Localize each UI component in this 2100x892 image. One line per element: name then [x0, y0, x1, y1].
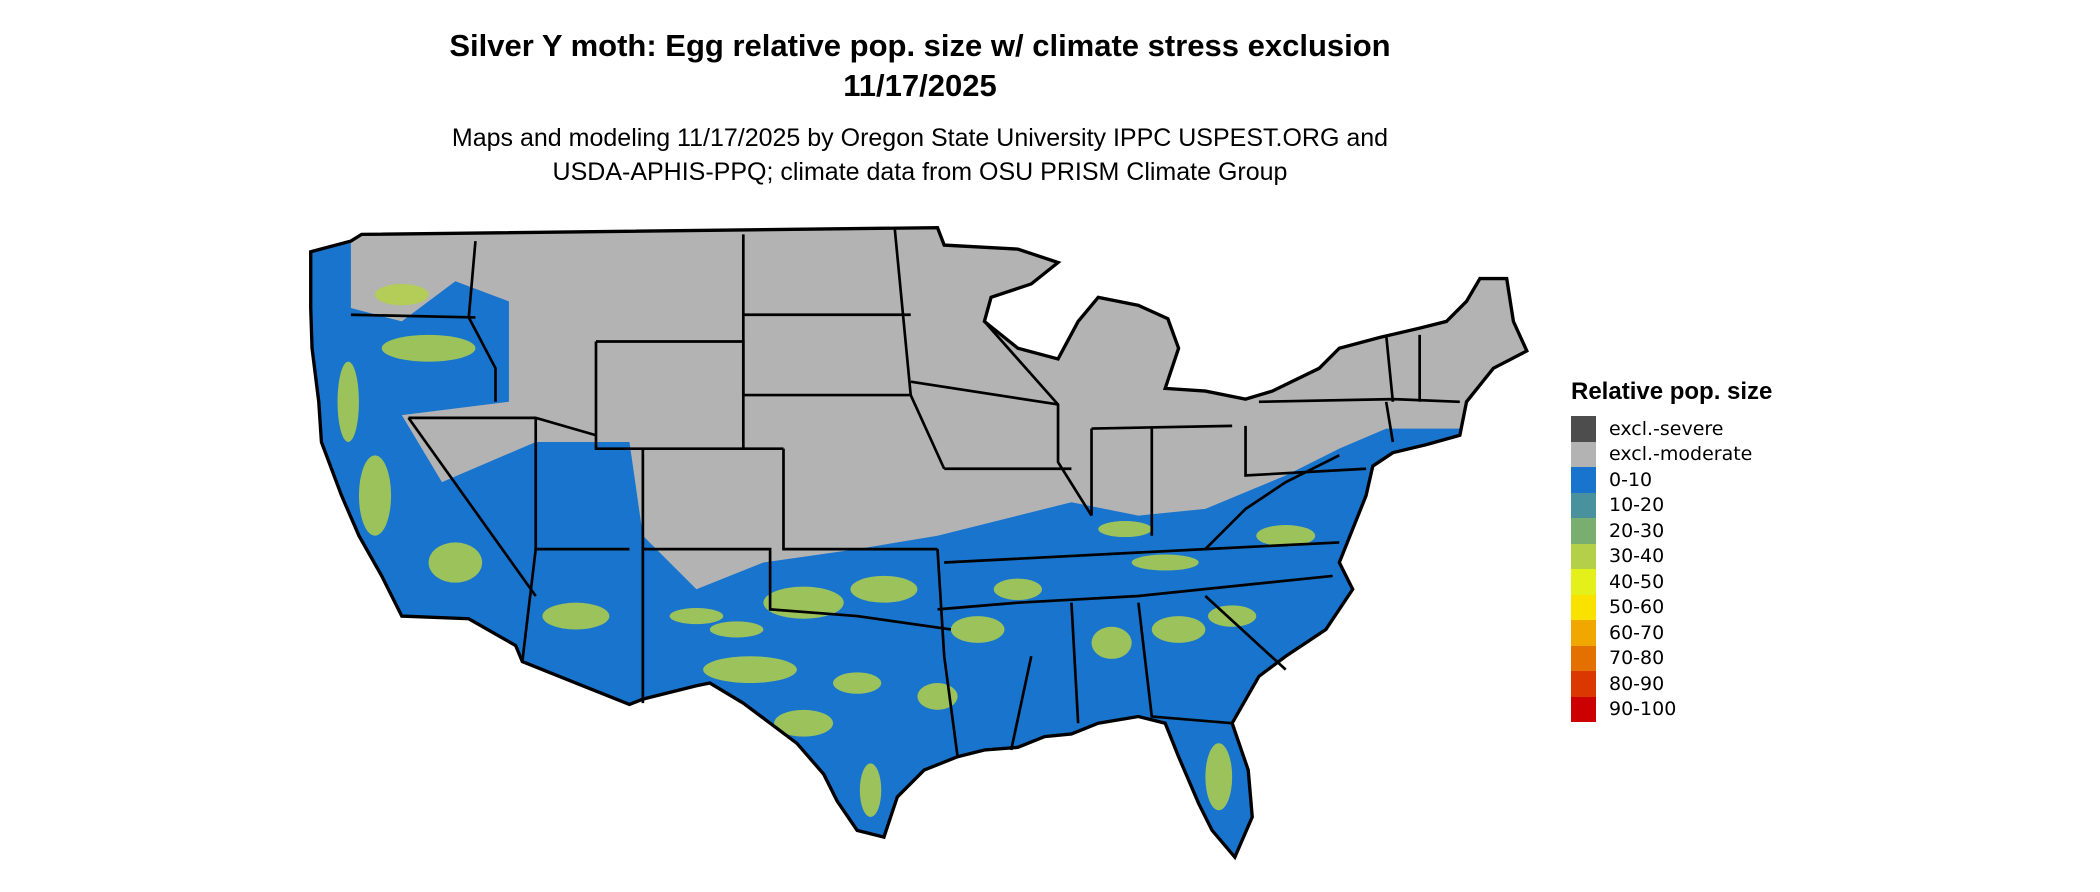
green-patch [337, 361, 359, 442]
legend-swatch [1571, 671, 1596, 697]
state-border-line [983, 320, 1093, 517]
state-border-line [642, 547, 952, 631]
legend-swatch [1571, 467, 1596, 493]
state-border-line [350, 313, 476, 319]
legend-swatch [1571, 645, 1596, 671]
state-border-line [1244, 425, 1367, 477]
green-patch [1205, 743, 1233, 811]
state-border-line [1384, 401, 1395, 443]
legend-label: 0-10 [1609, 468, 1653, 491]
state-border-line [467, 240, 497, 402]
state-border-line [910, 380, 1059, 406]
green-patch [669, 608, 724, 625]
legend-item: 70-80 [1571, 645, 1772, 671]
legend-item: 80-90 [1571, 671, 1772, 697]
legend-swatch [1571, 696, 1596, 722]
state-borders [350, 227, 1460, 757]
legend-label: 80-90 [1609, 672, 1665, 695]
legend-swatch [1571, 620, 1596, 646]
map-subtitle-line2: USDA-APHIS-PPQ; climate data from OSU PR… [552, 158, 1288, 186]
state-border-line [1009, 655, 1033, 751]
moderate-population-patches [337, 283, 1316, 817]
legend-item: 60-70 [1571, 620, 1772, 646]
legend-item: excl.-severe [1571, 416, 1772, 442]
legend-swatch [1571, 569, 1596, 595]
green-patch [833, 672, 882, 694]
green-patch [358, 455, 392, 536]
state-border-line [936, 549, 959, 757]
green-patch [542, 602, 610, 630]
legend-label: 20-30 [1609, 519, 1665, 542]
map-title: Silver Y moth: Egg relative pop. size w/… [449, 28, 1391, 63]
legend-item: excl.-moderate [1571, 441, 1772, 467]
legend-swatch [1571, 518, 1596, 544]
legend-label: 90-100 [1609, 698, 1677, 721]
state-border-line [1070, 602, 1080, 724]
legend-title: Relative pop. size [1571, 378, 1773, 405]
state-border-line [1204, 454, 1340, 551]
legend-item: 40-50 [1571, 569, 1772, 595]
state-border-line [741, 234, 911, 397]
state-border-line [407, 417, 537, 597]
legend-item: 90-100 [1571, 696, 1772, 722]
state-border-line [1258, 397, 1460, 404]
state-border-line [893, 227, 946, 470]
green-patch [428, 542, 483, 583]
state-border-line [782, 448, 938, 551]
green-patch [381, 334, 476, 362]
state-border-line [1204, 595, 1287, 671]
state-border-line [937, 574, 1333, 611]
green-patch [1098, 520, 1152, 538]
legend-label: 10-20 [1609, 494, 1665, 517]
legend-label: 50-60 [1609, 596, 1665, 619]
state-border-line [1137, 602, 1233, 725]
state-border-line [594, 341, 784, 451]
legend-swatch [1571, 416, 1596, 442]
legend-item: 0-10 [1571, 467, 1772, 493]
legend-item: 10-20 [1571, 492, 1772, 518]
legend-label: 70-80 [1609, 647, 1665, 670]
state-border-line [1384, 334, 1395, 402]
legend-label: 40-50 [1609, 570, 1665, 593]
legend-label: 60-70 [1609, 621, 1665, 644]
legend-label: excl.-severe [1609, 417, 1724, 440]
green-patch [993, 578, 1042, 601]
state-border-line [520, 548, 538, 662]
legend-item: 20-30 [1571, 518, 1772, 544]
green-patch [1131, 554, 1199, 571]
green-patch [850, 575, 918, 603]
green-patch [375, 283, 429, 306]
map-date: 11/17/2025 [843, 68, 997, 103]
green-patch [1091, 626, 1132, 659]
state-border-line [944, 541, 1340, 564]
legend-item: 50-60 [1571, 594, 1772, 620]
green-patch [774, 709, 834, 737]
legend-swatch [1571, 492, 1596, 518]
legend-swatch [1571, 594, 1596, 620]
legend-item: 30-40 [1571, 543, 1772, 569]
green-patch [709, 621, 764, 638]
green-patch [950, 616, 1005, 643]
legend-label: excl.-moderate [1609, 443, 1753, 466]
green-patch [1151, 616, 1206, 643]
green-patch [859, 763, 882, 817]
legend-swatch [1571, 441, 1596, 467]
green-patch [703, 656, 797, 684]
state-border-line [1091, 424, 1233, 430]
legend-label: 30-40 [1609, 545, 1665, 568]
green-patch [1256, 525, 1316, 547]
legend-swatch [1571, 543, 1596, 569]
legend: Relative pop. size excl.-severe excl.-mod… [1571, 378, 1772, 722]
map-subtitle-line1: Maps and modeling 11/17/2025 by Oregon S… [451, 124, 1389, 152]
green-patch [1208, 605, 1257, 627]
